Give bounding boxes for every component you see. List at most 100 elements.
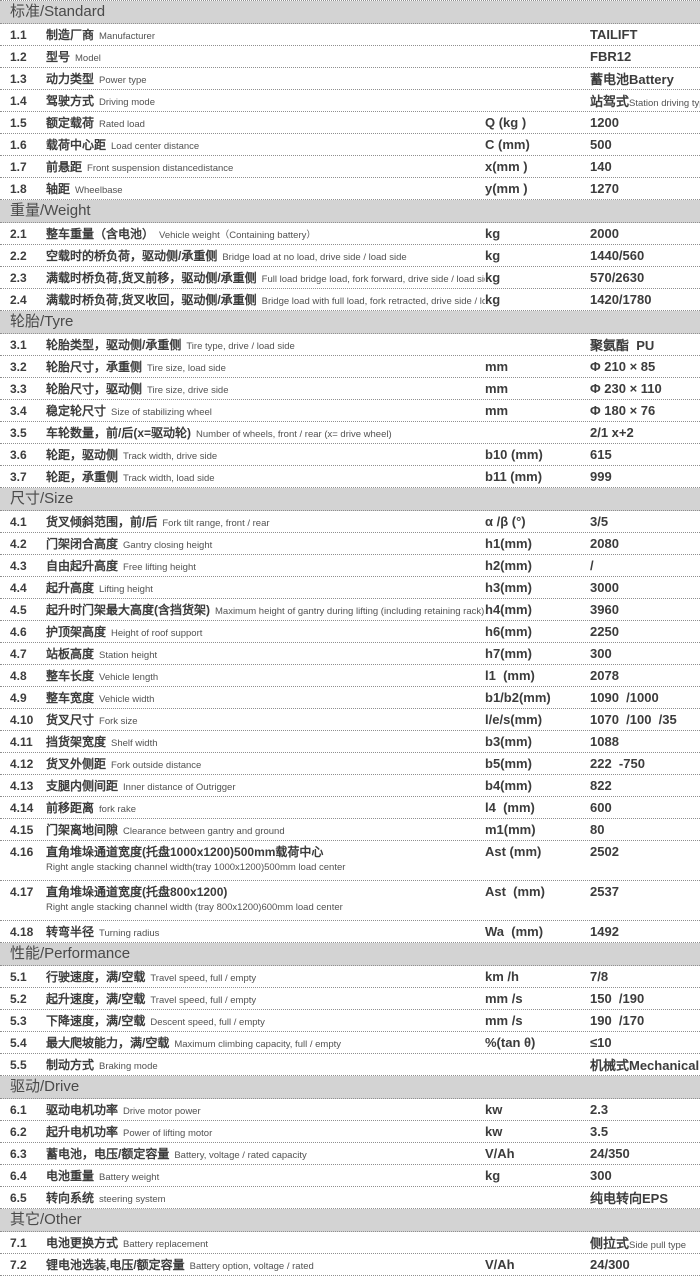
row-label: 稳定轮尺寸 Size of stabilizing wheel bbox=[46, 402, 485, 420]
row-value: 3000 bbox=[590, 580, 700, 595]
spec-row: 7.1 电池更换方式 Battery replacement 侧拉式Side pull… bbox=[0, 1232, 700, 1254]
spec-row: 1.1 制造厂商 Manufacturer TAILIFT bbox=[0, 24, 700, 46]
row-label-en: Clearance between gantry and ground bbox=[123, 825, 285, 837]
row-value: 570/2630 bbox=[590, 270, 700, 285]
spec-row: 3.4 稳定轮尺寸 Size of stabilizing wheel mm Φ 180… bbox=[0, 400, 700, 422]
row-value-main: 300 bbox=[590, 646, 612, 661]
row-label-en: Front suspension distancedistance bbox=[87, 162, 234, 174]
row-label: 行驶速度，满/空载 Travel speed, full / empty bbox=[46, 968, 485, 986]
spec-row: 2.1 整车重量（含电池） Vehicle weight（Containing ba… bbox=[0, 223, 700, 245]
row-label: 起升时门架最大高度(含挡货架) Maximum height of gantry … bbox=[46, 601, 485, 619]
row-label-zh: 制造厂商 bbox=[46, 27, 95, 42]
row-label: 车轮数量，前/后(x=驱动轮) Number of wheels, front /… bbox=[46, 424, 485, 442]
spec-row: 2.2 空载时的桥负荷，驱动侧/承重侧 Bridge load at no load… bbox=[0, 245, 700, 267]
row-label-en: Battery option, voltage / rated bbox=[189, 1260, 314, 1272]
row-label-en: Track width, drive side bbox=[123, 450, 218, 462]
row-label: 货叉尺寸 Fork size bbox=[46, 711, 485, 729]
spec-row: 6.3 蓄电池，电压/额定容量 Battery, voltage / rated c… bbox=[0, 1143, 700, 1165]
row-label-zh: 满载时桥负荷,货叉前移，驱动侧/承重侧 bbox=[46, 270, 257, 285]
row-label-zh: 电池更换方式 bbox=[46, 1235, 119, 1250]
row-number: 4.6 bbox=[10, 624, 27, 639]
row-value: 500 bbox=[590, 137, 700, 152]
spec-row: 1.4 驾驶方式 Driving mode 站驾式Station driving ty… bbox=[0, 90, 700, 112]
section-header: 标准/Standard bbox=[0, 1, 700, 24]
spec-row: 4.2 门架闭合高度 Gantry closing height h1(mm) 2080 bbox=[0, 533, 700, 555]
row-number: 4.3 bbox=[10, 558, 27, 573]
row-label: 自由起升高度 Free lifting height bbox=[46, 557, 485, 575]
row-label: 整车长度 Vehicle length bbox=[46, 667, 485, 685]
row-number: 7.1 bbox=[10, 1235, 27, 1250]
row-value: 2080 bbox=[590, 536, 700, 551]
spec-row: 6.4 电池重量 Battery weight kg 300 bbox=[0, 1165, 700, 1187]
row-value-main: 3.5 bbox=[590, 1124, 609, 1139]
row-label-en: Power of lifting motor bbox=[123, 1127, 213, 1139]
spec-row: 4.13 支腿内侧间距 Inner distance of Outrigger b4(… bbox=[0, 775, 700, 797]
row-label-zh: 货叉外侧距 bbox=[46, 756, 107, 771]
row-label-en: Load center distance bbox=[111, 140, 200, 152]
row-value-main: 500 bbox=[590, 137, 612, 152]
row-label-zh: 型号 bbox=[46, 49, 71, 64]
row-number: 7.2 bbox=[10, 1257, 27, 1272]
row-label-zh: 直角堆垛通道宽度(托盘1000x1200)500mm载荷中心 bbox=[46, 845, 324, 859]
row-label: 起升速度，满/空载 Travel speed, full / empty bbox=[46, 990, 485, 1008]
spec-row: 3.1 轮胎类型，驱动侧/承重侧 Tire type, drive / load s… bbox=[0, 334, 700, 356]
row-value: 7/8 bbox=[590, 969, 700, 984]
row-number: 4.12 bbox=[10, 756, 34, 771]
row-value-main: 300 bbox=[590, 1168, 612, 1183]
row-number: 1.4 bbox=[10, 93, 27, 108]
spec-row: 4.9 整车宽度 Vehicle width b1/b2(mm) 1090 /1000 bbox=[0, 687, 700, 709]
row-label: 蓄电池，电压/额定容量 Battery, voltage / rated capa… bbox=[46, 1145, 485, 1163]
row-value: 2502 bbox=[590, 845, 700, 859]
row-label-en: Power type bbox=[99, 74, 147, 86]
row-value-main: 222 -750 bbox=[590, 756, 645, 771]
row-label-zh: 门架离地间隙 bbox=[46, 822, 119, 837]
row-label-zh: 挡货架宽度 bbox=[46, 734, 107, 749]
row-symbol: h6(mm) bbox=[485, 624, 532, 639]
row-number: 6.2 bbox=[10, 1124, 27, 1139]
row-label-zh: 整车长度 bbox=[46, 668, 95, 683]
row-value-main: 1088 bbox=[590, 734, 619, 749]
row-label-zh: 最大爬坡能力，满/空载 bbox=[46, 1035, 170, 1050]
row-value: 蓄电池Battery bbox=[590, 69, 700, 88]
spec-row: 6.1 驱动电机功率 Drive motor power kw 2.3 bbox=[0, 1099, 700, 1121]
spec-row: 3.3 轮胎尺寸，驱动侧 Tire size, drive side mm Φ 230 … bbox=[0, 378, 700, 400]
row-number: 5.2 bbox=[10, 991, 27, 1006]
row-value-main: 2502 bbox=[590, 844, 619, 859]
row-label: 门架离地间隙 Clearance between gantry and groun… bbox=[46, 821, 485, 839]
row-value-sub: Station driving type bbox=[629, 98, 700, 109]
spec-row: 7.2 锂电池选装,电压/额定容量 Battery option, voltage … bbox=[0, 1254, 700, 1276]
row-label: 起升高度 Lifting height bbox=[46, 579, 485, 597]
spec-row: 4.8 整车长度 Vehicle length l1 (mm) 2078 bbox=[0, 665, 700, 687]
row-label-en: Drive motor power bbox=[123, 1105, 201, 1117]
row-value-main: / bbox=[590, 558, 594, 573]
row-symbol: mm bbox=[485, 381, 509, 396]
spec-row: 2.4 满载时桥负荷,货叉收回，驱动侧/承重侧 Bridge load with f… bbox=[0, 289, 700, 311]
row-symbol: kw bbox=[485, 1124, 503, 1139]
row-number: 4.1 bbox=[10, 514, 27, 529]
row-label-zh: 下降速度，满/空载 bbox=[46, 1013, 146, 1028]
row-label-zh: 驱动电机功率 bbox=[46, 1102, 119, 1117]
row-symbol: kg bbox=[485, 248, 501, 263]
row-label-en: Tire size, drive side bbox=[147, 384, 229, 396]
row-label-en: Gantry closing height bbox=[123, 539, 213, 551]
row-value: 140 bbox=[590, 159, 700, 174]
row-label-zh: 轮距，承重侧 bbox=[46, 469, 119, 484]
row-value: 2250 bbox=[590, 624, 700, 639]
spec-row: 4.10 货叉尺寸 Fork size l/e/s(mm) 1070 /100 /35 bbox=[0, 709, 700, 731]
row-label-en: Vehicle length bbox=[99, 671, 159, 683]
row-number: 3.6 bbox=[10, 447, 27, 462]
row-value: 190 /170 bbox=[590, 1013, 700, 1028]
spec-row: 4.14 前移距离 fork rake l4 (mm) 600 bbox=[0, 797, 700, 819]
row-value: 24/300 bbox=[590, 1257, 700, 1272]
row-value: 80 bbox=[590, 822, 700, 837]
spec-row: 5.5 制动方式 Braking mode 机械式Mechanical bbox=[0, 1054, 700, 1076]
row-value: 1090 /1000 bbox=[590, 690, 700, 705]
row-value-main: 615 bbox=[590, 447, 612, 462]
row-symbol: l/e/s(mm) bbox=[485, 712, 543, 727]
row-label-zh: 整车宽度 bbox=[46, 690, 95, 705]
row-label: 额定载荷 Rated load bbox=[46, 114, 485, 132]
row-label: 整车重量（含电池） Vehicle weight（Containing batte… bbox=[46, 225, 485, 243]
row-number: 1.7 bbox=[10, 159, 27, 174]
spec-row: 3.5 车轮数量，前/后(x=驱动轮) Number of wheels, fron… bbox=[0, 422, 700, 444]
